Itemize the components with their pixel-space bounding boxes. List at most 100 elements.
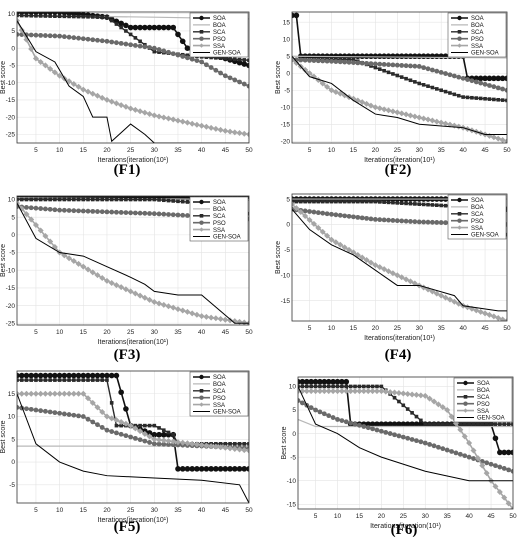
series-marker-ssa [455,123,462,130]
series-marker-ssa [382,388,389,395]
series-marker-pso [438,220,444,225]
legend-marker [199,15,204,21]
legend-marker [457,212,462,216]
series-marker-pso [342,59,348,65]
series-marker-sca [364,199,369,204]
series-marker-pso [151,45,157,51]
series-marker-soa [236,466,243,472]
x-tick-label: 10 [328,147,336,154]
series-marker-ssa [132,425,139,432]
series-marker-soa [85,372,91,379]
panel-caption: (F3) [114,347,141,363]
legend-marker [199,227,204,232]
series-marker-ssa [118,418,125,425]
series-marker-ssa [310,220,317,227]
series-marker-ssa [369,388,376,395]
chart-panel-3: 5 10 15 20 25 30 35 40 45 501050-5-10-15-20-25Bes… [0,195,253,363]
series-marker-pso [427,442,433,447]
series-marker-pso [346,213,352,219]
series-marker-sca [24,197,29,202]
series-marker-pso [66,208,72,213]
series-marker-pso [478,80,484,86]
x-tick-label: 30 [151,507,159,514]
series-marker-soa [66,372,72,379]
series-marker-soa [160,431,167,438]
series-marker-ssa [189,120,196,127]
series-marker-ssa [170,438,177,445]
series-marker-ssa [407,112,414,119]
x-tick-label: 20 [372,147,380,154]
series-marker-ssa [231,129,238,136]
series-marker-pso [47,409,53,415]
series-marker-pso [170,212,176,218]
series-marker-sca [362,384,366,389]
series-marker-pso [52,410,58,416]
series-marker-ssa [359,254,366,261]
y-tick-label: -25 [6,320,16,327]
series-marker-ssa [504,318,507,321]
series-marker-ssa [346,246,353,253]
series-marker-ssa [241,447,248,454]
series-marker-sca [309,384,313,389]
series-marker-pso [57,207,63,213]
legend-marker [199,214,204,218]
series-marker-sca [86,15,90,19]
series-marker-ssa [343,388,350,395]
series-marker-soa [317,378,323,385]
series-marker-ssa [442,294,449,301]
series-marker-sca [489,422,493,426]
series-marker-pso [377,61,383,67]
series-marker-soa [179,466,186,472]
panel-caption: (F2) [385,162,412,178]
series-marker-sca [439,88,443,93]
series-marker-pso [355,214,361,220]
series-marker-ssa [321,388,328,395]
series-marker-sca [218,442,223,446]
legend-marker [457,218,462,223]
series-marker-sca [166,198,171,203]
series-marker-ssa [350,95,357,102]
series-marker-sca [399,201,404,205]
series-marker-soa [99,372,106,379]
series-marker-ssa [435,401,442,408]
series-marker-pso [387,431,393,436]
series-marker-ssa [416,114,423,121]
series-marker-sca [95,15,100,19]
legend-label: PSO [477,402,490,408]
series-marker-sca [434,203,439,207]
x-tick-label: 30 [416,147,424,154]
series-marker-ssa [372,262,379,269]
series-marker-pso [333,59,339,64]
series-marker-sca [386,200,391,205]
legend-marker [457,197,462,203]
series-marker-sca [413,80,417,84]
series-marker-soa [33,372,39,379]
series-marker-ssa [439,404,446,411]
series-marker-sca [373,199,378,204]
series-marker-pso [151,211,157,217]
series-marker-soa [334,378,341,385]
series-marker-pso [147,45,152,50]
series-marker-ssa [80,86,87,93]
series-marker-sca [320,199,325,204]
series-marker-ssa [146,111,153,118]
series-marker-sca [360,199,365,204]
series-marker-ssa [127,422,134,429]
y-tick-label: 10 [8,11,16,18]
legend-label: PSO [471,37,484,43]
series-marker-sca [405,407,410,411]
legend-label: PSO [471,219,484,225]
series-marker-sca [34,378,38,382]
series-marker-ssa [217,126,224,133]
series-marker-sca [471,422,476,426]
series-marker-pso [170,442,176,448]
series-marker-ssa [160,437,167,444]
legend-label: SCA [213,389,225,395]
series-marker-soa [37,12,44,15]
series-marker-pso [453,450,459,456]
series-marker-pso [80,414,86,419]
series-marker-ssa [193,311,200,318]
x-tick-label: 25 [127,507,135,514]
series-marker-pso [123,41,129,47]
